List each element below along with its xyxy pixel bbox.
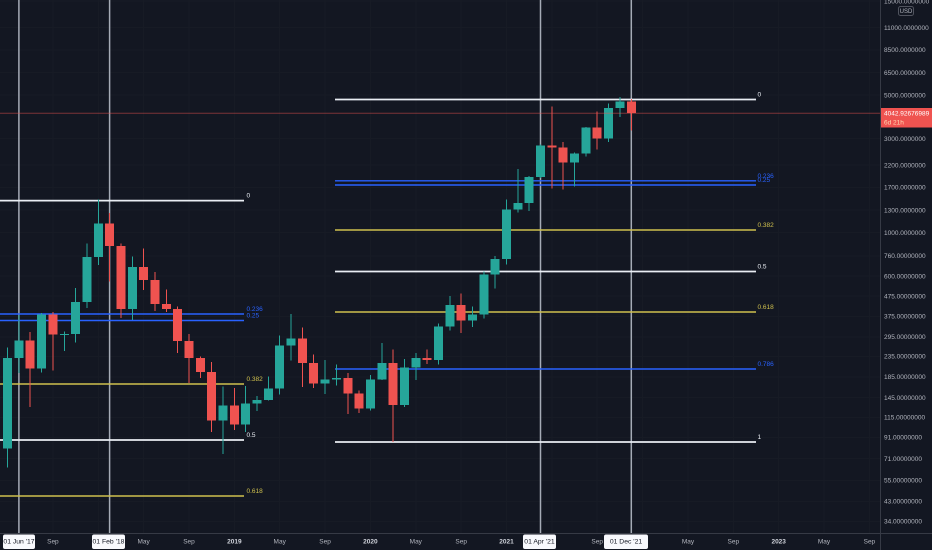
svg-text:Sep: Sep: [728, 538, 740, 545]
svg-text:15000.0000000: 15000.0000000: [884, 0, 930, 5]
svg-text:43.00000000: 43.00000000: [884, 499, 922, 506]
svg-text:0.618: 0.618: [247, 488, 264, 495]
svg-text:0.618: 0.618: [758, 304, 775, 311]
svg-text:0.236: 0.236: [758, 173, 775, 180]
svg-text:0: 0: [758, 92, 762, 99]
svg-text:5000.0000000: 5000.0000000: [884, 92, 926, 99]
svg-text:0.786: 0.786: [758, 361, 775, 368]
svg-text:760.00000000: 760.00000000: [884, 253, 926, 260]
svg-text:0.382: 0.382: [247, 376, 264, 383]
svg-text:01 Apr '21: 01 Apr '21: [524, 539, 555, 546]
svg-text:1700.0000000: 1700.0000000: [884, 185, 926, 192]
svg-text:55.00000000: 55.00000000: [884, 478, 922, 485]
svg-text:Sep: Sep: [47, 538, 59, 545]
svg-text:May: May: [410, 538, 423, 545]
svg-text:3000.0000000: 3000.0000000: [884, 136, 926, 143]
svg-text:0.25: 0.25: [758, 177, 771, 184]
svg-text:0.25: 0.25: [247, 313, 260, 320]
svg-text:600.00000000: 600.00000000: [884, 273, 926, 280]
svg-text:1300.0000000: 1300.0000000: [884, 207, 926, 214]
svg-text:2021: 2021: [499, 538, 514, 545]
svg-text:2020: 2020: [363, 538, 378, 545]
svg-text:71.00000000: 71.00000000: [884, 456, 922, 463]
svg-text:235.00000000: 235.00000000: [884, 354, 926, 361]
svg-text:2023: 2023: [771, 538, 786, 545]
svg-text:0: 0: [247, 193, 251, 200]
svg-text:8500.0000000: 8500.0000000: [884, 47, 926, 54]
svg-text:01 Dec '21: 01 Dec '21: [610, 539, 643, 546]
svg-text:1000.0000000: 1000.0000000: [884, 230, 926, 237]
svg-text:0.382: 0.382: [758, 222, 775, 229]
svg-text:Sep: Sep: [864, 538, 876, 545]
svg-text:Sep: Sep: [183, 538, 195, 545]
svg-text:34.00000000: 34.00000000: [884, 519, 922, 526]
svg-text:May: May: [818, 538, 831, 545]
svg-text:0.5: 0.5: [247, 432, 256, 439]
svg-text:375.00000000: 375.00000000: [884, 314, 926, 321]
svg-text:91.00000000: 91.00000000: [884, 435, 922, 442]
svg-text:6d 21h: 6d 21h: [884, 120, 904, 127]
svg-text:115.00000000: 115.00000000: [884, 415, 925, 422]
svg-text:2019: 2019: [227, 538, 242, 545]
svg-text:475.00000000: 475.00000000: [884, 293, 926, 300]
svg-text:May: May: [274, 538, 287, 545]
svg-text:11000.0000000: 11000.0000000: [884, 25, 929, 32]
svg-text:Sep: Sep: [319, 538, 331, 545]
svg-text:6500.0000000: 6500.0000000: [884, 70, 926, 77]
svg-text:USD: USD: [900, 9, 913, 15]
svg-text:May: May: [682, 538, 695, 545]
svg-text:185.00000000: 185.00000000: [884, 374, 926, 381]
svg-text:4042.92676989: 4042.92676989: [884, 111, 930, 118]
svg-text:1: 1: [758, 434, 762, 441]
svg-text:145.00000000: 145.00000000: [884, 395, 926, 402]
svg-text:2200.0000000: 2200.0000000: [884, 162, 926, 169]
svg-text:Sep: Sep: [591, 538, 603, 545]
svg-text:0.236: 0.236: [247, 306, 264, 313]
svg-text:May: May: [137, 538, 150, 545]
svg-text:01 Jun '17: 01 Jun '17: [3, 539, 34, 546]
svg-text:295.00000000: 295.00000000: [884, 334, 926, 341]
svg-text:Sep: Sep: [455, 538, 467, 545]
svg-text:0.5: 0.5: [758, 264, 767, 271]
svg-text:01 Feb '18: 01 Feb '18: [93, 539, 125, 546]
